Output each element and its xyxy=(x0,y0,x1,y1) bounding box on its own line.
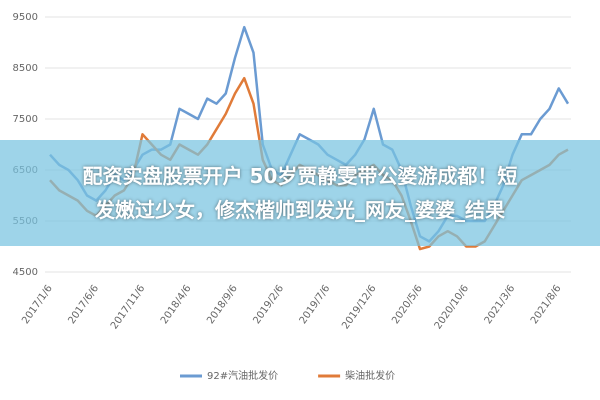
x-tick-label: 2018/4/6 xyxy=(159,283,194,326)
x-tick-label: 2017/1/6 xyxy=(20,283,55,326)
y-tick-label: 7500 xyxy=(13,114,38,125)
x-tick-label: 2021/8/6 xyxy=(529,283,564,326)
x-tick-label: 2017/11/6 xyxy=(109,283,147,331)
x-tick-label: 2019/12/6 xyxy=(340,283,378,331)
y-tick-label: 4500 xyxy=(13,267,38,278)
banner: 配资实盘股票开户 50岁贾静雯带公婆游成都！短 发嫩过少女，修杰楷帅到发光_网友… xyxy=(0,140,600,246)
banner-line: 发嫩过少女，修杰楷帅到发光_网友_婆婆_结果 xyxy=(95,198,505,222)
legend-label: 柴油批发价 xyxy=(345,369,395,382)
y-tick-label: 9500 xyxy=(13,12,38,23)
y-tick-label: 8500 xyxy=(13,63,38,74)
x-tick-label: 2020/5/6 xyxy=(390,283,425,326)
x-tick-label: 2020/10/6 xyxy=(433,283,471,331)
x-tick-label: 2021/3/6 xyxy=(483,283,518,326)
x-tick-label: 2017/6/6 xyxy=(66,283,101,326)
banner-line: 配资实盘股票开户 50岁贾静雯带公婆游成都！短 xyxy=(82,164,518,188)
legend-label: 92#汽油批发价 xyxy=(207,369,278,382)
x-tick-label: 2019/2/6 xyxy=(251,283,286,326)
x-tick-label: 2018/9/6 xyxy=(205,283,240,326)
x-tick-label: 2019/7/6 xyxy=(298,283,333,326)
